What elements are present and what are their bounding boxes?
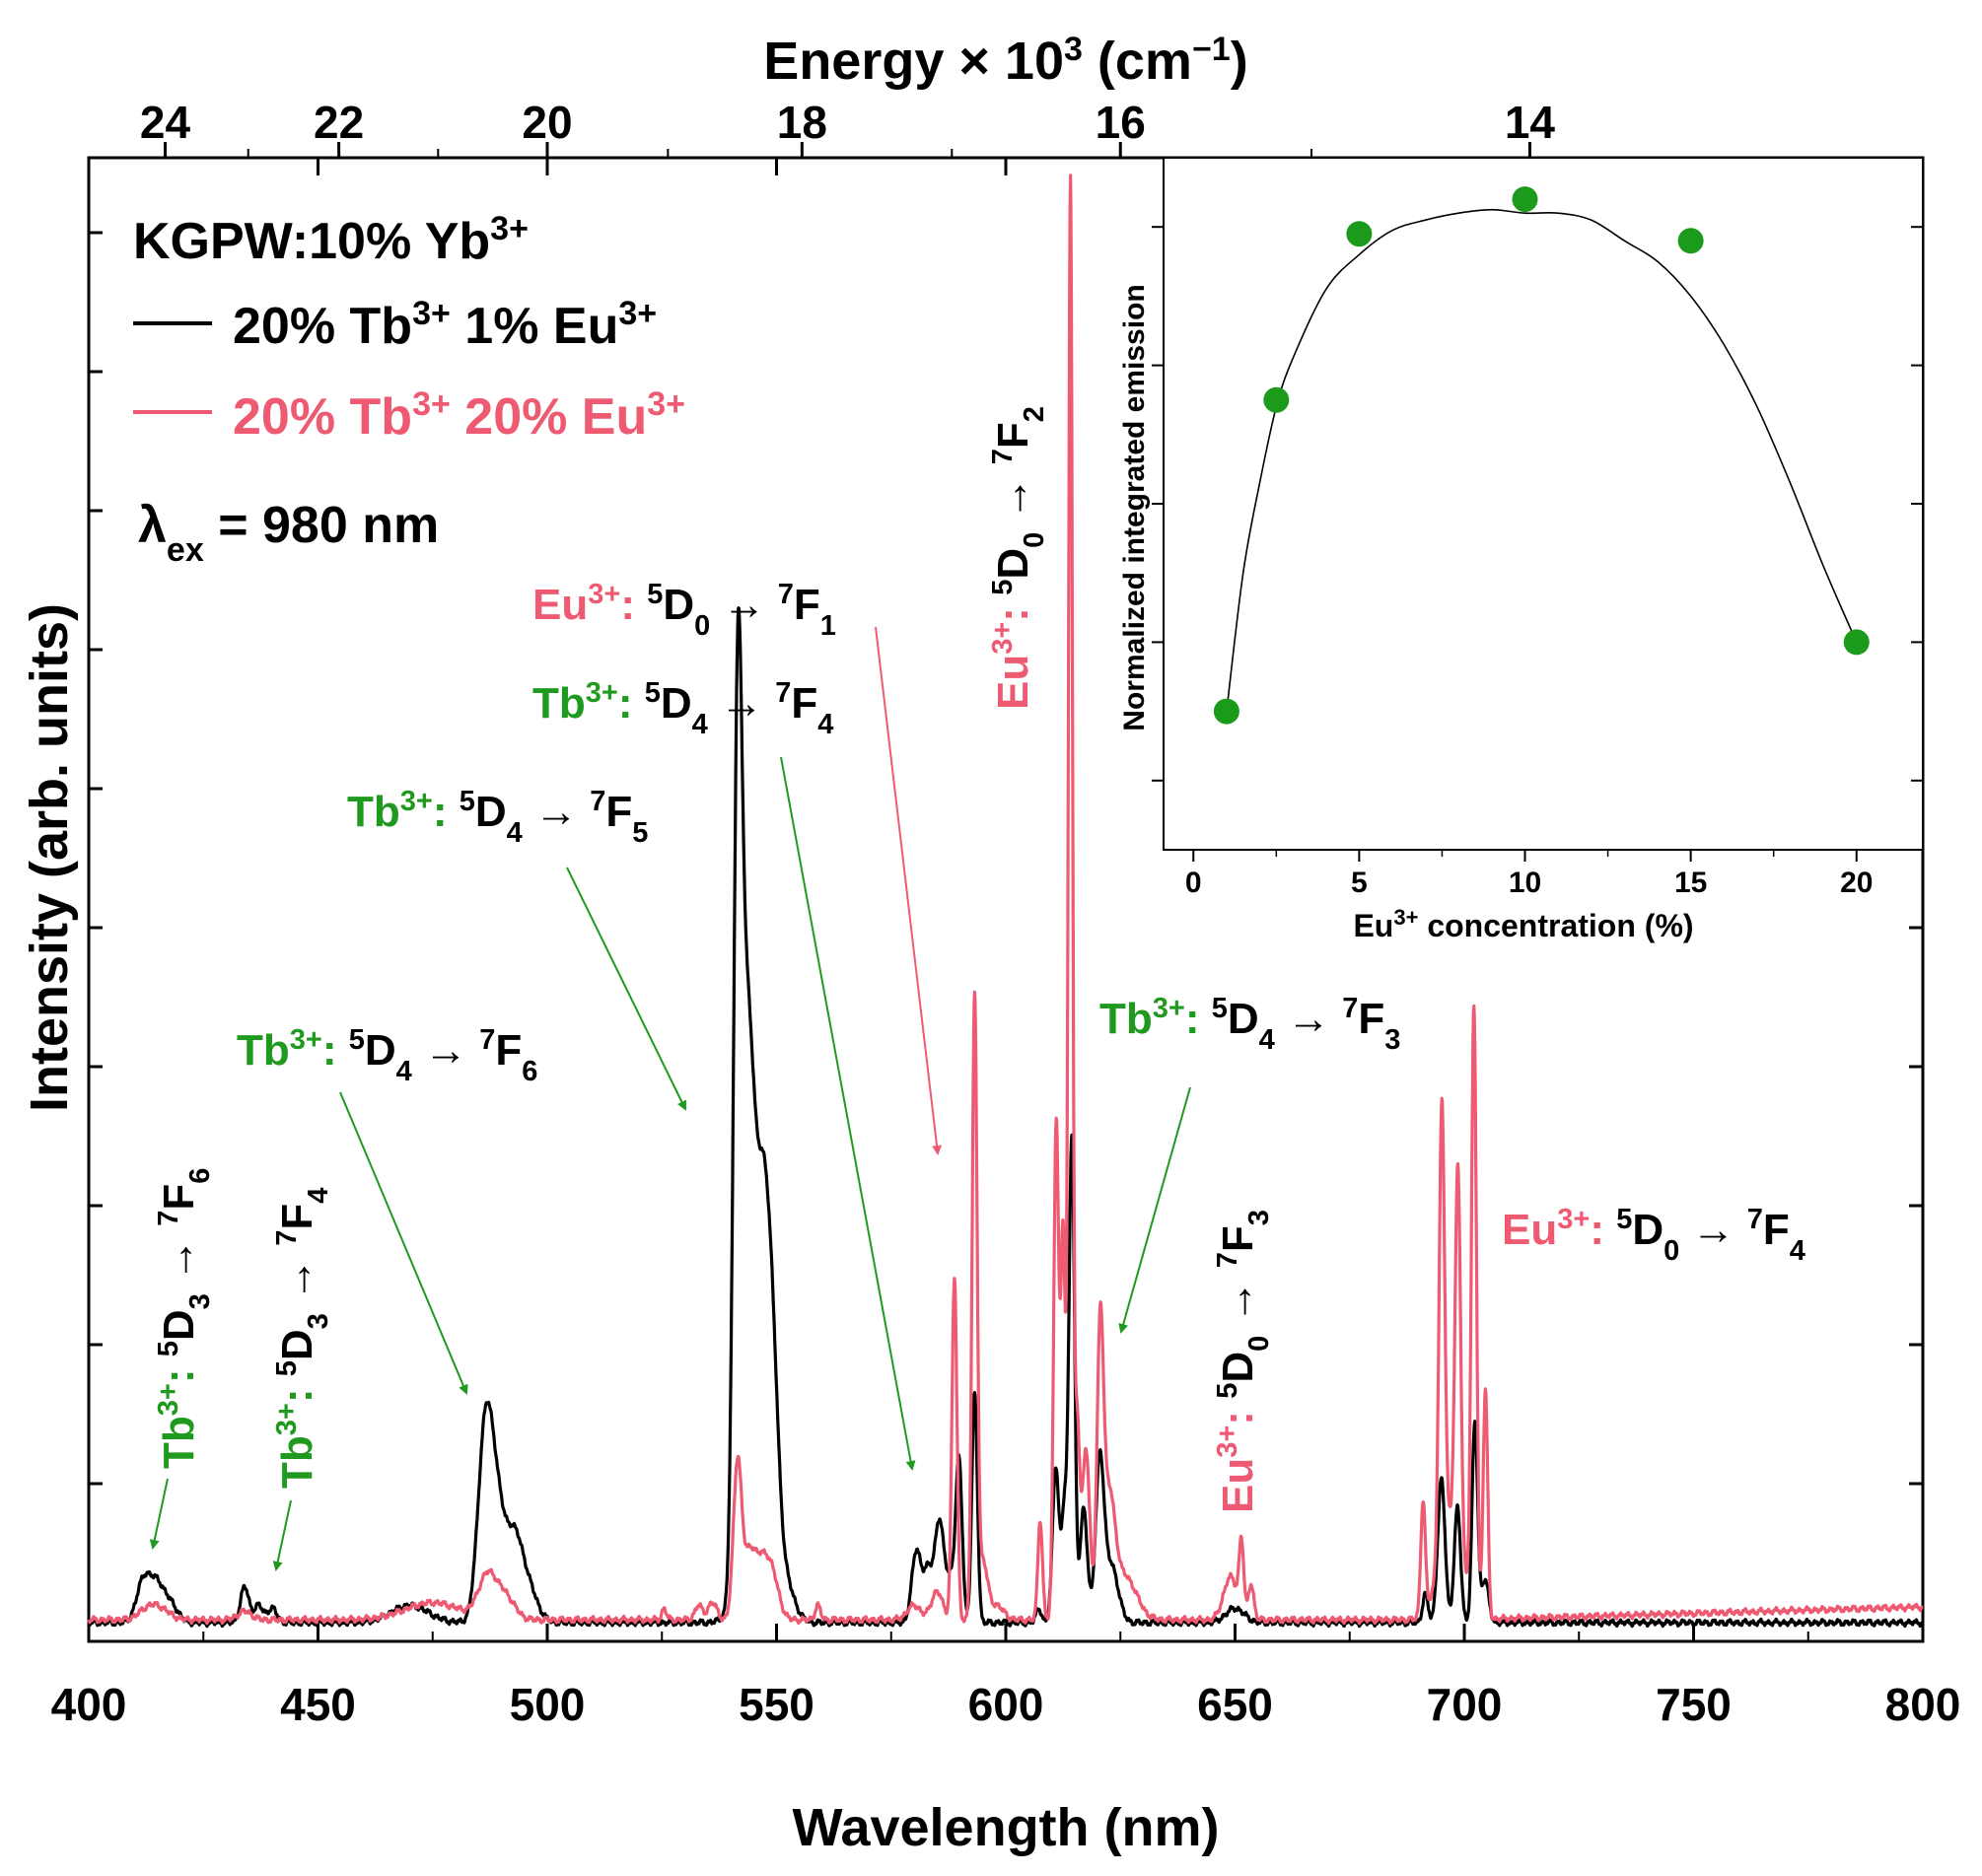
annotation-arrow (780, 756, 916, 1471)
x-tick-label: 800 (1885, 1679, 1961, 1730)
transition-label: Tb3+: 5D4 → 7F5 (347, 786, 648, 849)
top-axis-label: Energy × 103 (cm−1) (763, 31, 1247, 91)
annotation-arrow (339, 1091, 468, 1395)
inset-data-point (1213, 698, 1239, 725)
inset-x-tick-label: 15 (1674, 867, 1707, 899)
inset-frame (1163, 157, 1924, 851)
annotation-arrow (149, 1478, 169, 1550)
x-tick-label: 500 (510, 1679, 586, 1730)
legend: KGPW:10% Yb3+ 20% Tb3+ 1% Eu3+ 20% Tb3+ … (133, 210, 685, 569)
x-tick-label: 400 (51, 1679, 127, 1730)
transition-label: Tb3+: 5D4 → 7F3 (1099, 993, 1400, 1056)
x-axis-label: Wavelength (nm) (792, 1798, 1219, 1857)
series-line-tb20-eu1 (87, 606, 1925, 1629)
inset-data-point (1677, 228, 1704, 254)
legend-entry-red: 20% Tb3+ 20% Eu3+ (233, 385, 685, 446)
inset-x-tick-label: 5 (1351, 867, 1368, 899)
transition-label: Eu3+: 5D0 → 7F4 (1502, 1204, 1805, 1267)
y-axis-label: Intensity (arb. units) (20, 603, 79, 1112)
transition-label: Tb3+: 5D3 → 7F6 (153, 1168, 216, 1469)
annotation-arrow (566, 867, 686, 1111)
top-tick-label: 24 (140, 97, 191, 148)
inset-data-point (1263, 386, 1290, 413)
series-line-tb20-eu20 (87, 174, 1925, 1626)
annotation-arrow (272, 1499, 292, 1571)
main-axes-ticks: 400 450 500 550 600 650 700 750 800 24 22 20 18 16 14 (51, 97, 1961, 1730)
excitation-label: λex = 980 nm (138, 497, 439, 569)
legend-entry-black: 20% Tb3+ 1% Eu3+ (233, 295, 657, 355)
annotations: Tb3+: 5D4 → 7F6 Tb3+: 5D4 → 7F5 Tb3+: 5D4 … (149, 406, 1805, 1571)
top-tick-label: 16 (1096, 97, 1146, 148)
transition-label: Eu3+: 5D0 → 7F3 (1212, 1210, 1275, 1513)
top-tick-label: 22 (314, 97, 364, 148)
inset-y-axis-label: Normalized integrated emission (1118, 284, 1151, 730)
transition-label: Eu3+: 5D0 → 7F1 (532, 579, 836, 642)
inset-x-tick-label: 20 (1840, 867, 1873, 899)
x-tick-label: 700 (1427, 1679, 1503, 1730)
x-tick-label: 550 (739, 1679, 814, 1730)
x-tick-label: 600 (968, 1679, 1044, 1730)
x-tick-label: 650 (1197, 1679, 1273, 1730)
annotation-arrow (875, 626, 943, 1155)
inset-x-axis-label: Eu3+ concentration (%) (1353, 905, 1693, 944)
top-tick-label: 18 (777, 97, 827, 148)
inset-axes-ticks: 0 5 10 15 20 (1152, 226, 1923, 899)
inset-chart: 0 5 10 15 20 Eu3+ concentration (%) Normaliz… (1118, 157, 1924, 944)
inset-points (1213, 186, 1870, 725)
inset-x-tick-label: 0 (1185, 867, 1202, 899)
top-tick-label: 14 (1505, 97, 1556, 148)
top-tick-label: 20 (522, 97, 572, 148)
inset-data-point (1512, 186, 1538, 213)
legend-title: KGPW:10% Yb3+ (133, 210, 529, 270)
inset-data-point (1346, 221, 1373, 247)
transition-label: Tb3+: 5D4 → 7F4 (532, 677, 833, 740)
transition-label: Tb3+: 5D3 → 7F4 (271, 1188, 334, 1489)
annotation-arrow (1118, 1086, 1191, 1334)
inset-data-point (1843, 629, 1870, 656)
series-layer (87, 174, 1925, 1629)
transition-label: Eu3+: 5D0 → 7F2 (987, 406, 1050, 710)
transition-label: Tb3+: 5D4 → 7F6 (237, 1024, 537, 1087)
inset-x-tick-label: 10 (1509, 867, 1541, 899)
x-tick-label: 750 (1656, 1679, 1732, 1730)
x-tick-label: 450 (280, 1679, 356, 1730)
